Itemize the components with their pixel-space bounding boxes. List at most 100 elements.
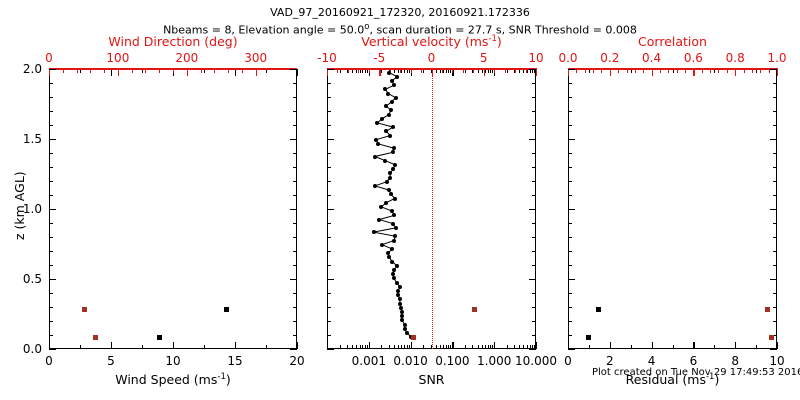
x-tick-label: 2 (605, 354, 614, 368)
x-tick-minor (381, 345, 383, 349)
y-tick-minor-right (293, 223, 297, 224)
x-tick-minor-top (346, 69, 348, 73)
x-axis-title-tail: ) (225, 372, 231, 388)
top-x-tick-minor (726, 68, 728, 73)
top-x-tick-minor (668, 68, 670, 73)
top-x-tick-minor (659, 68, 661, 73)
top-x-tick-minor (49, 68, 50, 73)
x-tick-minor-top (464, 69, 466, 73)
y-tick-major-right (529, 349, 536, 351)
x-tick-minor-top (490, 69, 492, 73)
top-axis-title-panel-residual: Correlation (638, 34, 707, 49)
y-tick-major (568, 279, 575, 281)
data-point (400, 318, 405, 323)
top-x-tick-minor (626, 68, 628, 73)
top-x-tick-minor (643, 68, 645, 73)
top-x-tick-label: 300 (244, 51, 268, 65)
y-tick-minor (568, 111, 572, 112)
y-tick-major (49, 69, 56, 71)
data-point (386, 112, 391, 117)
y-tick-minor-right (293, 167, 297, 168)
x-tick-minor (339, 345, 341, 349)
x-tick-minor-top (534, 69, 536, 73)
y-tick-minor (327, 111, 331, 112)
data-point (389, 99, 394, 104)
y-tick-minor (49, 83, 53, 84)
data-point (399, 305, 404, 310)
data-point (372, 183, 377, 188)
y-tick-minor-right (532, 335, 536, 336)
x-tick-major (111, 342, 113, 349)
y-tick-minor-right (532, 167, 536, 168)
top-x-tick-minor (200, 68, 202, 73)
x-tick-minor-top (393, 69, 395, 73)
x-tick-minor-top (381, 69, 383, 73)
y-tick-minor-right (532, 307, 536, 308)
y-tick-minor (327, 209, 331, 210)
top-x-tick-minor (525, 68, 527, 73)
x-tick-minor-top (406, 69, 408, 73)
data-point (380, 242, 385, 247)
y-tick-major (327, 279, 334, 281)
x-tick-minor-top (408, 69, 410, 73)
x-tick-minor (450, 345, 452, 349)
top-x-tick-minor (504, 68, 506, 73)
x-tick-minor (519, 345, 521, 349)
y-tick-minor-right (293, 97, 297, 98)
top-x-tick-minor (568, 68, 569, 73)
y-tick-minor (568, 307, 572, 308)
top-x-tick-minor (104, 68, 106, 73)
y-tick-minor-right (532, 181, 536, 182)
top-x-tick-minor (90, 68, 92, 73)
top-x-tick-label: 0 (45, 51, 53, 65)
top-x-tick-minor (159, 68, 161, 73)
top-x-tick-minor (676, 68, 678, 73)
x-tick-minor (492, 345, 494, 349)
data-point (374, 137, 379, 142)
x-tick-minor (443, 345, 445, 349)
top-x-tick-minor (173, 68, 174, 73)
top-axis-line-panel-residual (568, 68, 777, 70)
x-axis-title-panel-wind: Wind Speed (ms-1) (115, 372, 231, 387)
top-x-tick-minor (536, 68, 537, 73)
y-tick-minor (49, 223, 53, 224)
data-point (376, 141, 381, 146)
y-tick-major-right (770, 69, 777, 71)
x-tick-minor (393, 345, 395, 349)
x-tick-major (777, 342, 779, 349)
x-tick-label: 0 (45, 354, 53, 368)
data-point (387, 188, 392, 193)
top-x-tick-minor (777, 68, 778, 73)
y-tick-minor-right (773, 167, 777, 168)
data-point (397, 301, 402, 306)
x-tick-minor (714, 345, 716, 349)
y-tick-minor (568, 293, 572, 294)
figure-title: VAD_97_20160921_172320, 20160921.172336 (270, 6, 530, 19)
x-tick-minor (756, 345, 758, 349)
x-axis-title-panel-snr: SNR (418, 372, 445, 387)
data-point (394, 280, 399, 285)
data-point (383, 87, 388, 92)
data-point (400, 309, 405, 314)
y-tick-minor (568, 97, 572, 98)
x-tick-minor (487, 345, 489, 349)
x-tick-minor (481, 345, 483, 349)
y-tick-minor-right (773, 251, 777, 252)
x-tick-minor (523, 345, 525, 349)
top-x-tick-label: 0.6 (683, 51, 703, 65)
y-tick-minor (568, 209, 572, 210)
top-axis-title-panel-snr: Vertical velocity (ms-1) (361, 34, 502, 49)
y-tick-minor (568, 153, 572, 154)
top-x-tick-minor (584, 68, 586, 73)
data-point (375, 120, 380, 125)
x-tick-major (297, 342, 299, 349)
data-point (394, 263, 399, 268)
data-point (769, 334, 775, 340)
y-tick-minor-right (293, 335, 297, 336)
x-tick-label: 0.010 (393, 354, 428, 368)
y-tick-minor (49, 111, 53, 112)
y-tick-minor (568, 181, 572, 182)
data-point (395, 288, 400, 293)
x-tick-minor (408, 345, 410, 349)
